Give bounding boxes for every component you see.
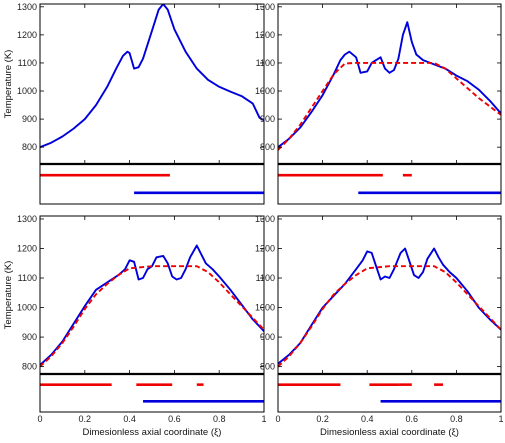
y-tick-label: 1100 bbox=[18, 58, 37, 68]
y-axis-label: Temperature (K) bbox=[3, 261, 14, 330]
panel-top-left: 800 900 1000 1100 1200 1300 Temperature (K) bbox=[3, 2, 265, 205]
y-tick-label: 1200 bbox=[255, 30, 275, 40]
x-tick-label: 0.2 bbox=[316, 414, 329, 424]
y-tick-label: 1200 bbox=[255, 243, 275, 253]
strip-frame bbox=[277, 373, 502, 413]
y-tick-label: 1000 bbox=[255, 303, 275, 313]
x-tick-label: 0.8 bbox=[213, 414, 226, 424]
y-tick-label: 900 bbox=[22, 332, 37, 342]
y-tick-label: 1000 bbox=[17, 303, 37, 313]
y-tick-label: 1000 bbox=[255, 86, 275, 96]
panel-bottom-right: 800 900 1000 1100 1200 1300 0 0.2 0.4 0.6 0.8 1 Dime… bbox=[255, 214, 504, 438]
dashed-series-line bbox=[278, 265, 501, 368]
x-tick-label: 0.4 bbox=[361, 414, 374, 424]
x-tick-label: 0.4 bbox=[123, 414, 136, 424]
y-tick-label: 1300 bbox=[17, 2, 37, 12]
x-axis-label: Dimesionless axial coordinate (ξ) bbox=[320, 427, 459, 438]
y-tick-label: 1100 bbox=[256, 273, 275, 283]
y-tick-label: 800 bbox=[22, 362, 37, 372]
y-tick-label: 800 bbox=[22, 142, 37, 152]
dashed-series-line bbox=[40, 265, 264, 368]
y-tick-label: 900 bbox=[260, 332, 275, 342]
x-tick-label: 1 bbox=[498, 414, 503, 424]
y-tick-label: 1000 bbox=[17, 86, 37, 96]
panel-top-right: 800 900 1000 1100 1200 1300 bbox=[255, 2, 502, 205]
x-tick-label: 0 bbox=[37, 414, 42, 424]
y-tick-label: 800 bbox=[260, 142, 275, 152]
y-tick-label: 1300 bbox=[255, 2, 275, 12]
x-tick-label: 0.6 bbox=[168, 414, 181, 424]
x-tick-label: 0.6 bbox=[406, 414, 419, 424]
solid-series-line bbox=[278, 247, 501, 365]
strip-frame bbox=[39, 163, 265, 205]
y-tick-label: 800 bbox=[260, 362, 275, 372]
strip-frame bbox=[39, 373, 265, 413]
x-tick-label: 1 bbox=[261, 414, 266, 424]
solid-series-line bbox=[40, 244, 264, 366]
solid-series-line bbox=[278, 21, 501, 148]
y-tick-label: 1300 bbox=[17, 214, 37, 224]
plot-frame bbox=[277, 215, 502, 375]
solid-series-line bbox=[40, 4, 264, 149]
dashed-series-line bbox=[278, 61, 501, 151]
y-tick-label: 1300 bbox=[255, 214, 275, 224]
y-tick-label: 1100 bbox=[256, 58, 275, 68]
x-tick-label: 0.2 bbox=[79, 414, 92, 424]
y-tick-label: 1200 bbox=[17, 243, 37, 253]
y-tick-label: 1100 bbox=[18, 273, 37, 283]
y-tick-label: 900 bbox=[260, 114, 275, 124]
strip-frame bbox=[277, 163, 502, 205]
y-tick-label: 1200 bbox=[17, 30, 37, 40]
plot-frame bbox=[39, 215, 265, 375]
panel-bottom-left: 800 900 1000 1100 1200 1300 0 0.2 0.4 0.6 0.8 1 Temp… bbox=[3, 214, 267, 438]
y-tick-label: 900 bbox=[22, 114, 37, 124]
x-axis-label: Dimesionless axial coordinate (ξ) bbox=[83, 427, 222, 438]
x-tick-label: 0 bbox=[275, 414, 280, 424]
x-tick-label: 0.8 bbox=[450, 414, 463, 424]
plot-frame bbox=[277, 3, 502, 165]
y-axis-label: Temperature (K) bbox=[3, 50, 14, 119]
